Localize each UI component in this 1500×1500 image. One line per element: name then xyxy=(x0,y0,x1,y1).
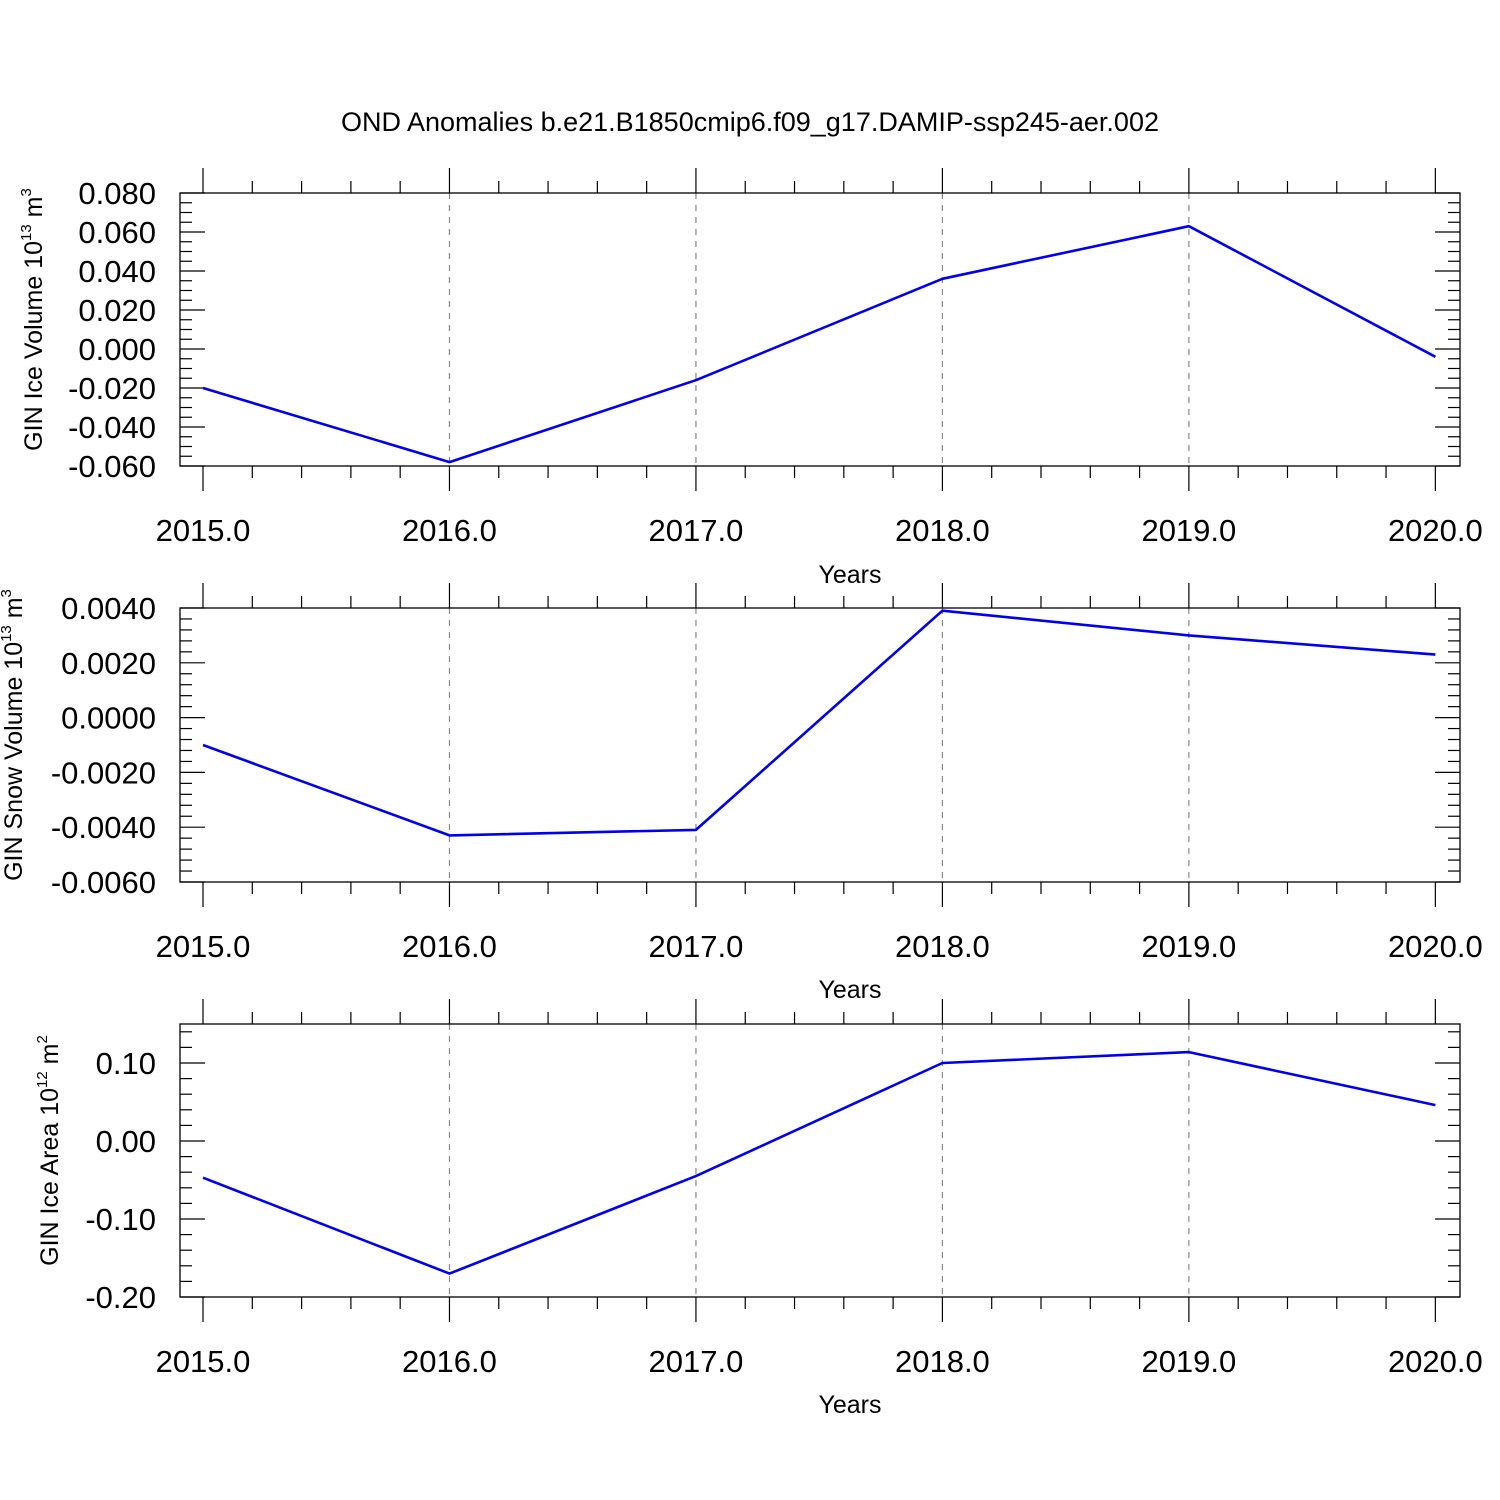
x-tick-label: 2020.0 xyxy=(1388,513,1483,548)
y-tick-label: 0.10 xyxy=(96,1046,156,1081)
series-line xyxy=(202,609,1436,837)
y-tick-label: 0.040 xyxy=(78,254,156,289)
x-axis-label: Years xyxy=(818,561,881,589)
y-tick-label: 0.0020 xyxy=(61,646,156,681)
y-axis-label-exponent: 13 xyxy=(0,625,15,642)
x-tick-label: 2019.0 xyxy=(1141,929,1236,964)
y-tick-label: 0.00 xyxy=(96,1124,156,1159)
y-axis-label-unit: m xyxy=(0,597,28,625)
x-axis-label: Years xyxy=(818,976,881,1004)
panel-1: -0.060 -0.040 -0.020 0.000 0.020 0.040 0.060 0.… xyxy=(18,168,1483,589)
plot-frame xyxy=(179,1023,1461,1298)
x-tick-label: 2018.0 xyxy=(895,1344,990,1379)
y-tick-label: -0.0060 xyxy=(51,865,156,900)
y-axis-label-exponent: 12 xyxy=(34,1071,51,1088)
y-tick-label: 0.000 xyxy=(78,332,156,367)
y-tick-label: -0.020 xyxy=(68,371,156,406)
y-tick-label: -0.040 xyxy=(68,410,156,445)
plot-frame xyxy=(179,607,1461,883)
y-axis-label-unit: m xyxy=(20,197,48,225)
y-tick-label: 0.020 xyxy=(78,293,156,328)
x-tick-label: 2015.0 xyxy=(156,1344,251,1379)
x-tick-label: 2020.0 xyxy=(1388,929,1483,964)
panel-3: -0.20 -0.10 0.00 0.10 2015.0 2016.0 2017.0 2018… xyxy=(34,999,1483,1419)
y-axis-label-unit-exponent: 3 xyxy=(18,188,35,196)
x-tick-label: 2019.0 xyxy=(1141,513,1236,548)
x-tick-label: 2016.0 xyxy=(402,929,497,964)
x-tick-label: 2018.0 xyxy=(895,929,990,964)
y-axis-label-unit-exponent: 3 xyxy=(0,589,15,597)
y-axis-label-text: GIN Ice Volume 10 xyxy=(20,241,48,451)
y-tick-label: -0.0040 xyxy=(51,810,156,845)
y-axis-label-text: GIN Ice Area 10 xyxy=(36,1088,64,1266)
y-axis-label: GIN Ice Volume 1013 m3 xyxy=(18,188,48,451)
y-axis-label-text: GIN Snow Volume 10 xyxy=(0,642,28,881)
y-tick-label: -0.0020 xyxy=(51,755,156,790)
x-tick-label: 2020.0 xyxy=(1388,1344,1483,1379)
y-axis-label: GIN Ice Area 1012 m2 xyxy=(34,1035,64,1266)
panel-2: -0.0060 -0.0040 -0.0020 0.0000 0.0020 0.0040 2… xyxy=(0,583,1483,1004)
x-tick-label: 2018.0 xyxy=(895,513,990,548)
y-tick-label: 0.0000 xyxy=(61,701,156,736)
y-tick-label: -0.060 xyxy=(68,449,156,484)
x-tick-label: 2015.0 xyxy=(156,513,251,548)
y-axis-label-unit: m xyxy=(36,1044,64,1072)
y-axis-label-unit-exponent: 2 xyxy=(34,1035,51,1043)
figure-title: OND Anomalies b.e21.B1850cmip6.f09_g17.D… xyxy=(341,107,1159,137)
y-tick-label: -0.20 xyxy=(85,1280,156,1315)
y-axis-label-exponent: 13 xyxy=(18,224,35,241)
x-tick-label: 2019.0 xyxy=(1141,1344,1236,1379)
x-axis-label: Years xyxy=(818,1391,881,1419)
x-tick-label: 2016.0 xyxy=(402,1344,497,1379)
y-tick-label: 0.0040 xyxy=(61,591,156,626)
series-line xyxy=(202,224,1437,464)
y-axis-label: GIN Snow Volume 1013 m3 xyxy=(0,589,28,881)
x-tick-label: 2017.0 xyxy=(649,513,744,548)
y-tick-label: 0.060 xyxy=(78,215,156,250)
x-tick-label: 2016.0 xyxy=(402,513,497,548)
y-tick-label: -0.10 xyxy=(85,1202,156,1237)
series-line xyxy=(202,1050,1436,1275)
y-tick-label: 0.080 xyxy=(78,176,156,211)
x-tick-label: 2015.0 xyxy=(156,929,251,964)
x-tick-label: 2017.0 xyxy=(649,929,744,964)
x-tick-label: 2017.0 xyxy=(649,1344,744,1379)
